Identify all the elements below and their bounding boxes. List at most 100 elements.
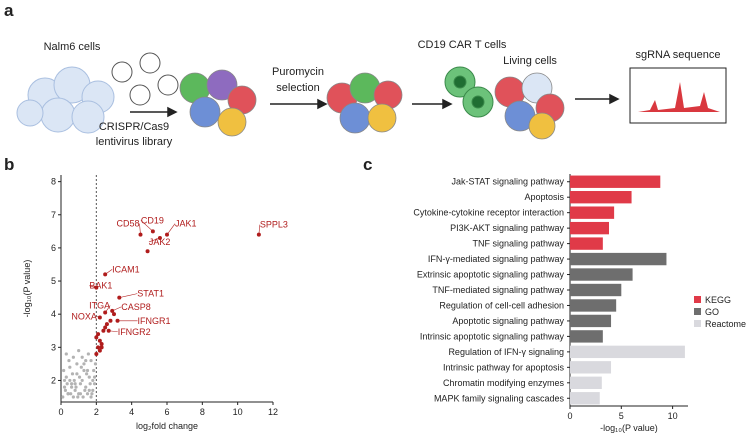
point [85,392,90,396]
bar [570,206,615,219]
bar [570,392,600,405]
point [87,375,91,379]
point-label: IFNGR2 [118,327,151,337]
x-tick-label: 10 [668,411,678,421]
legend-swatch [694,308,701,315]
point [67,358,71,363]
point [75,362,79,366]
point [94,335,99,340]
legend-label: GO [705,307,719,317]
bar [570,376,602,389]
point-label: JAK2 [149,237,171,247]
point [96,332,101,337]
point-label: NOXA [71,311,97,321]
point [112,312,116,317]
legend-label: KEGG [705,295,731,305]
bar [570,314,612,328]
car-t-cells [444,66,494,118]
point [62,385,67,389]
y-tick-label: 3 [51,342,56,352]
y-tick-label: 6 [51,243,56,253]
point [104,322,109,327]
point [68,365,72,369]
point [64,375,68,379]
point [77,375,82,379]
bar [570,237,603,250]
point [79,365,83,369]
point [77,349,81,353]
selected-cells [326,72,403,134]
point [62,378,67,383]
point [91,378,95,383]
point [108,318,113,323]
lentivirus [111,52,179,106]
step-label: sgRNA sequence [636,49,721,61]
point [89,358,93,363]
y-tick-label: 8 [51,177,56,187]
x-axis-label: log₂fold change [136,421,198,431]
bar [570,268,633,281]
point [145,249,150,254]
point [66,392,70,396]
point [73,382,77,386]
point-label: CD19 [141,215,164,225]
legend-swatch [694,320,701,327]
category-label: TNF signaling pathway [472,239,564,249]
category-label: Extrinsic apoptotic signaling pathway [417,270,565,280]
point [81,395,85,399]
y-axis-label: -log₁₀(P value) [22,260,32,318]
x-tick-label: 4 [129,407,134,417]
point [68,378,72,383]
leader-line [119,293,138,298]
x-tick-label: 8 [200,407,205,417]
point [85,372,89,376]
point [91,388,95,393]
point-label: CASP8 [121,302,151,312]
point [84,385,88,389]
point [70,385,74,389]
bar [570,221,609,235]
category-label: Chromatin modifying enzymes [443,378,565,388]
point [93,362,98,366]
point [88,382,92,386]
point [72,378,76,383]
category-label: Jak-STAT signaling pathway [451,177,564,187]
point [99,345,104,350]
point [84,358,88,363]
point [86,352,90,356]
point [63,388,68,393]
leader-line [112,306,122,312]
point [82,368,86,373]
bar [570,191,632,204]
legend-label: Reactome [705,319,746,329]
category-label: PI3K-AKT signaling pathway [450,223,564,233]
arrow [130,93,620,118]
point [85,368,90,373]
point [97,338,102,343]
leader-line [89,285,97,288]
category-label: Intrinsic pathway for apoptosis [443,362,565,372]
point [96,345,101,350]
leader-line [96,316,100,318]
point [82,362,86,366]
point [64,352,68,356]
point [74,385,78,389]
point [70,372,75,376]
step-label: Living cells [503,55,557,67]
point [90,392,94,396]
category-label: Cytokine-cytokine receptor interaction [413,208,564,218]
category-label: Intrinsic apoptotic signaling pathway [420,331,565,341]
panel-label: c [363,155,372,174]
leader-line [258,224,261,235]
x-tick-label: 5 [619,411,624,421]
panel-label: a [4,1,14,20]
category-label: IFN-γ-mediated signaling pathway [428,254,565,264]
bar [570,252,667,266]
point [89,395,93,399]
bar [570,330,603,343]
category-label: Regulation of cell-cell adhesion [439,300,564,310]
point [62,368,66,373]
leader-line [104,269,113,275]
point [70,382,74,386]
